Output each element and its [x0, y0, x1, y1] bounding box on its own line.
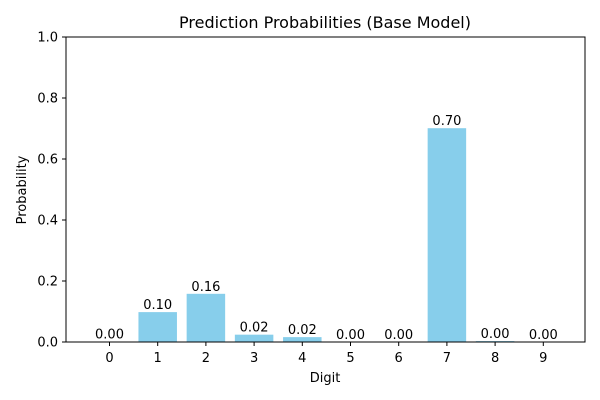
bar-digit-3 — [234, 334, 274, 342]
y-tick-label-3: 0.6 — [37, 153, 58, 168]
axes-frame — [65, 36, 586, 343]
bar-value-label-7: 0.70 — [432, 114, 461, 129]
x-tick-label-8: 8 — [491, 351, 499, 366]
bar-digit-7 — [427, 128, 467, 342]
y-axis-ticks: 0.0 0.2 0.4 0.6 0.8 1.0 — [37, 31, 66, 351]
y-tick-label-1: 0.2 — [37, 275, 58, 290]
x-tick-label-3: 3 — [250, 351, 258, 366]
bar-value-label-1: 0.10 — [143, 298, 172, 313]
bar-digit-1 — [138, 312, 177, 342]
x-tick-label-9: 9 — [539, 351, 547, 366]
bar-value-label-4: 0.02 — [288, 323, 317, 338]
x-tick-label-0: 0 — [105, 351, 113, 366]
bar-digit-4 — [283, 337, 322, 342]
bar-group — [90, 128, 515, 342]
y-axis-label: Probability — [15, 155, 30, 224]
x-axis-ticks: 0 1 2 3 4 5 6 7 8 9 — [105, 342, 547, 366]
y-tick-label-2: 0.4 — [37, 214, 58, 229]
x-tick-label-4: 4 — [298, 351, 306, 366]
x-tick-label-6: 6 — [395, 351, 403, 366]
chart-title: Prediction Probabilities (Base Model) — [179, 13, 471, 32]
x-axis-label: Digit — [310, 371, 341, 386]
y-tick-label-0: 0.0 — [37, 336, 58, 351]
x-tick-label-7: 7 — [443, 351, 451, 366]
y-tick-label-5: 1.0 — [37, 31, 58, 46]
bar-value-label-5: 0.00 — [336, 328, 365, 343]
bar-value-label-8: 0.00 — [481, 327, 510, 342]
bar-value-labels: 0.00 0.10 0.16 0.02 0.02 0.00 0.00 0.70 0.00 0.00 — [95, 114, 558, 343]
x-tick-label-1: 1 — [154, 351, 162, 366]
x-tick-label-2: 2 — [202, 351, 210, 366]
bar-value-label-6: 0.00 — [384, 328, 413, 343]
bar-digit-2 — [186, 293, 226, 342]
bar-value-label-3: 0.02 — [240, 321, 269, 336]
bar-value-label-2: 0.16 — [191, 280, 220, 295]
bar-value-label-0: 0.00 — [95, 328, 124, 343]
bar-value-label-9: 0.00 — [529, 328, 558, 343]
x-tick-label-5: 5 — [346, 351, 354, 366]
y-tick-label-4: 0.8 — [37, 92, 58, 107]
